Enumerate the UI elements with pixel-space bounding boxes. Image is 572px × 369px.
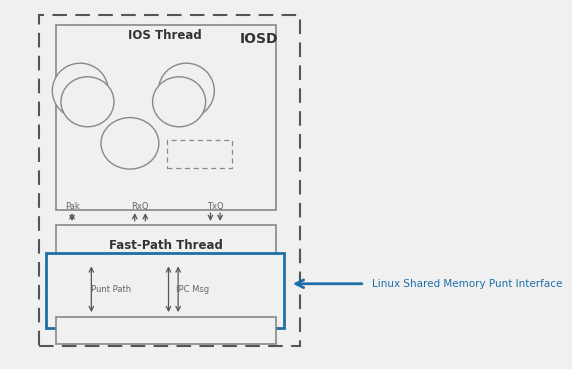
Text: Linux Kernel: Linux Kernel bbox=[124, 324, 207, 337]
Bar bbox=[56, 25, 276, 210]
Ellipse shape bbox=[52, 63, 108, 118]
Text: Pak: Pak bbox=[65, 202, 80, 211]
Ellipse shape bbox=[101, 118, 159, 169]
Text: Linux Shared Memory Punt Interface: Linux Shared Memory Punt Interface bbox=[372, 279, 562, 289]
Text: IOSD: IOSD bbox=[240, 32, 278, 46]
Text: IOS Task: IOS Task bbox=[165, 99, 194, 105]
Bar bbox=[39, 15, 300, 346]
Text: IPC Msg: IPC Msg bbox=[176, 285, 209, 294]
Text: Fast-Path Thread: Fast-Path Thread bbox=[109, 239, 223, 252]
Bar bbox=[46, 252, 284, 328]
Text: RxQ: RxQ bbox=[132, 202, 149, 211]
Bar bbox=[56, 317, 276, 344]
Ellipse shape bbox=[61, 77, 114, 127]
Ellipse shape bbox=[158, 63, 214, 118]
Text: IOS Thread: IOS Thread bbox=[128, 29, 201, 42]
Text: Shim Layer: Shim Layer bbox=[180, 151, 219, 157]
Ellipse shape bbox=[153, 77, 205, 127]
Bar bbox=[167, 140, 232, 168]
Text: IPC
Dispatcher: IPC Dispatcher bbox=[111, 137, 149, 150]
Text: TxQ: TxQ bbox=[207, 202, 224, 211]
Text: IOS Task: IOS Task bbox=[73, 99, 102, 105]
Text: Punt Path: Punt Path bbox=[90, 285, 130, 294]
Bar bbox=[56, 225, 276, 263]
